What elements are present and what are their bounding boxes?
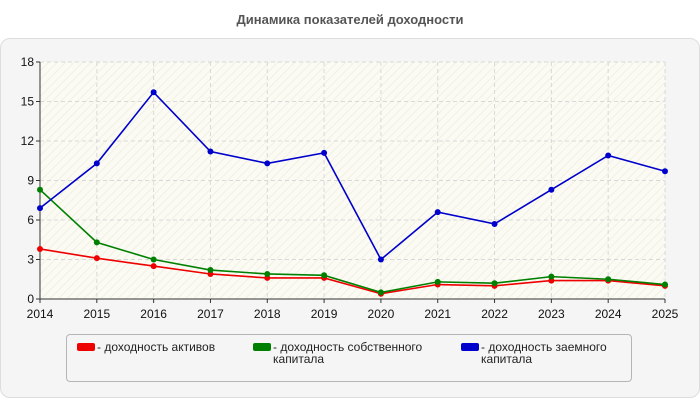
- tick-labels: 0 3 6 9 12 15 18 2014 2015 2016 2017 2018 2019 2020 20…: [21, 55, 679, 321]
- data-point: [605, 276, 612, 283]
- y-tick-label: 6: [27, 213, 34, 227]
- y-tick-label: 0: [27, 292, 34, 306]
- legend-swatch-assets: [77, 343, 95, 351]
- x-tick-label: 2018: [254, 307, 281, 321]
- data-point: [207, 148, 214, 155]
- legend-label-equity: - доходность собственного капитала: [273, 340, 423, 366]
- x-tick-label: 2020: [368, 307, 395, 321]
- data-point: [264, 270, 271, 277]
- legend: - доходность активов - доходность собств…: [66, 334, 632, 382]
- x-tick-label: 2021: [424, 307, 451, 321]
- data-point: [434, 209, 441, 216]
- data-point: [491, 280, 498, 287]
- data-point: [662, 168, 668, 175]
- data-point: [150, 263, 157, 270]
- chart-title: Динамика показателей доходности: [236, 12, 464, 27]
- legend-swatch-equity: [253, 343, 271, 351]
- x-tick-label: 2022: [481, 307, 508, 321]
- data-point: [434, 278, 441, 285]
- data-point: [37, 186, 43, 193]
- data-point: [605, 152, 612, 159]
- legend-label-debt: - доходность заемного капитала: [481, 340, 607, 366]
- y-tick-label: 12: [21, 134, 35, 148]
- data-point: [150, 256, 157, 263]
- data-point: [93, 239, 100, 246]
- legend-swatch-debt: [461, 343, 479, 351]
- data-point: [321, 149, 328, 156]
- data-point: [321, 272, 328, 279]
- x-tick-label: 2023: [538, 307, 565, 321]
- data-point: [93, 255, 100, 262]
- x-tick-label: 2015: [83, 307, 110, 321]
- data-point: [207, 267, 214, 274]
- y-tick-label: 9: [27, 174, 34, 188]
- y-tick-label: 3: [27, 253, 34, 267]
- x-tick-label: 2024: [595, 307, 622, 321]
- data-point: [548, 186, 555, 193]
- legend-label-assets: - доходность активов: [97, 340, 216, 354]
- series-line-2: [39, 91, 666, 261]
- data-point: [377, 256, 384, 263]
- data-point: [491, 220, 498, 227]
- y-tick-label: 18: [21, 55, 35, 69]
- x-tick-label: 2025: [652, 307, 679, 321]
- x-tick-label: 2016: [140, 307, 167, 321]
- data-point: [37, 205, 43, 212]
- x-tick-label: 2019: [311, 307, 338, 321]
- series-group: [37, 89, 668, 297]
- data-point: [548, 273, 555, 280]
- data-point: [662, 281, 668, 288]
- axes: [36, 61, 666, 303]
- data-point: [377, 289, 384, 296]
- x-tick-label: 2017: [197, 307, 224, 321]
- y-tick-label: 15: [21, 95, 35, 109]
- series-line-1: [39, 189, 666, 294]
- data-point: [150, 89, 157, 96]
- data-point: [37, 245, 43, 252]
- series-line-0: [39, 248, 666, 295]
- data-point: [93, 160, 100, 167]
- x-tick-label: 2014: [27, 307, 54, 321]
- data-point: [264, 160, 271, 167]
